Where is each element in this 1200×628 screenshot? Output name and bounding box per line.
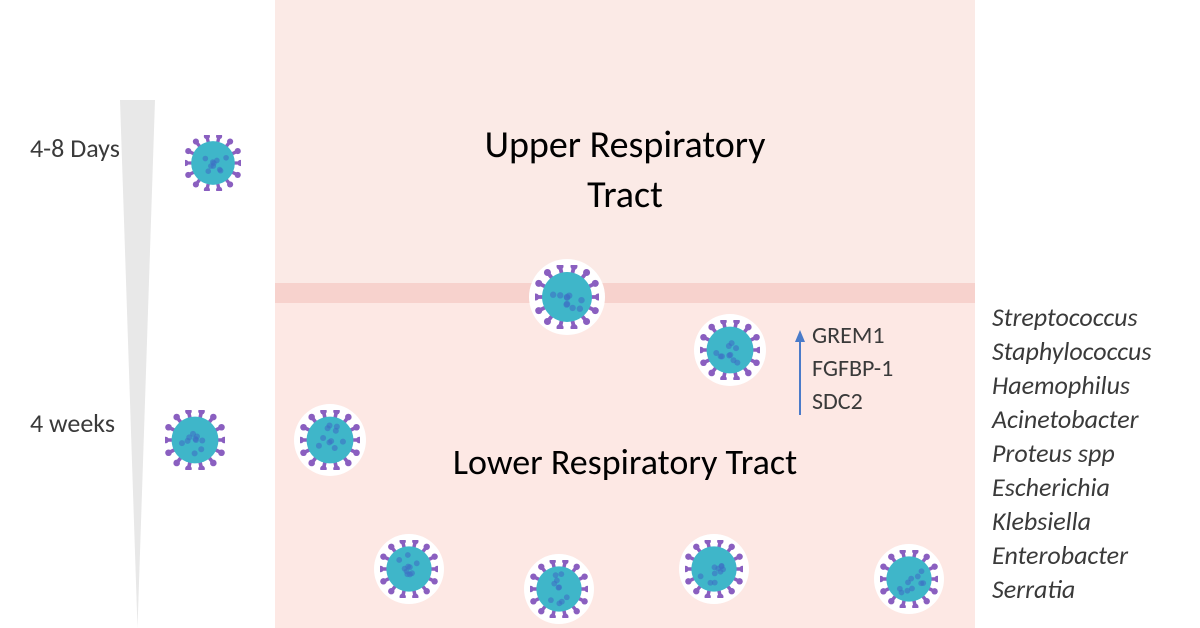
gene-label-grem1: GREM1 bbox=[812, 321, 885, 350]
virus-icon bbox=[294, 404, 366, 476]
virus-icon bbox=[524, 554, 594, 624]
bacteria-item: Streptococcus bbox=[992, 300, 1152, 334]
virus-icon bbox=[179, 129, 247, 197]
bacteria-item: Enterobacter bbox=[992, 538, 1152, 572]
bacteria-list: StreptococcusStaphylococcusHaemophilusAc… bbox=[992, 300, 1152, 606]
bacteria-item: Klebsiella bbox=[992, 504, 1152, 538]
bacteria-item: Staphylococcus bbox=[992, 334, 1152, 368]
virus-icon bbox=[529, 259, 605, 335]
bacteria-item: Serratia bbox=[992, 572, 1152, 606]
bacteria-item: Haemophilus bbox=[992, 368, 1152, 402]
virus-icon bbox=[694, 314, 766, 386]
gene-arrow-head bbox=[795, 330, 805, 342]
gene-label-sdc2: SDC2 bbox=[812, 387, 863, 416]
gene-label-fgfbp1: FGFBP-1 bbox=[812, 354, 893, 383]
bacteria-item: Escherichia bbox=[992, 470, 1152, 504]
bacteria-item: Proteus spp bbox=[992, 436, 1152, 470]
bacteria-item: Acinetobacter bbox=[992, 402, 1152, 436]
diagram-stage: 4-8 Days 4 weeks Upper Respiratory Tract… bbox=[0, 0, 1200, 628]
virus-icon bbox=[874, 544, 944, 614]
virus-icon bbox=[679, 534, 749, 604]
virus-icon bbox=[374, 534, 444, 604]
virus-icon bbox=[159, 404, 231, 476]
